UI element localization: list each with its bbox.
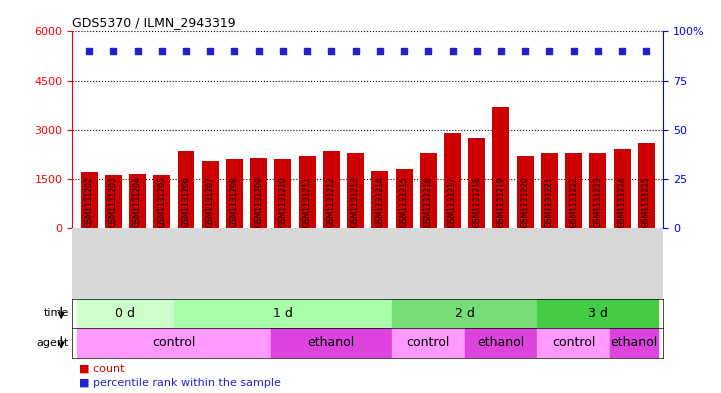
Point (616, 48, 628, 54)
Point (350, 48, 361, 54)
Text: ethanol: ethanol (611, 336, 658, 349)
Bar (565, 153, 582, 228)
Point (544, 48, 555, 54)
Bar (81, 172, 97, 228)
Bar (396, 169, 412, 228)
Point (205, 48, 216, 54)
Bar (444, 133, 461, 228)
Bar (77, 328, 271, 358)
Text: 3 d: 3 d (588, 307, 608, 320)
Point (277, 48, 288, 54)
Point (568, 48, 580, 54)
Bar (392, 299, 537, 328)
Bar (371, 171, 389, 228)
Text: 2 d: 2 d (455, 307, 474, 320)
Bar (202, 161, 218, 228)
Bar (154, 175, 170, 228)
Bar (492, 107, 510, 228)
Text: control: control (552, 336, 596, 349)
Bar (275, 159, 291, 228)
Bar (537, 328, 610, 358)
Point (374, 48, 386, 54)
Bar (464, 328, 537, 358)
Point (253, 48, 265, 54)
Bar (105, 174, 122, 228)
Text: GDS5370 / ILMN_2943319: GDS5370 / ILMN_2943319 (72, 16, 236, 29)
Text: control: control (407, 336, 450, 349)
Point (423, 48, 434, 54)
Text: 0 d: 0 d (115, 307, 136, 320)
Point (132, 48, 143, 54)
Bar (250, 158, 267, 228)
Bar (174, 299, 392, 328)
Point (640, 48, 652, 54)
Point (301, 48, 313, 54)
Point (447, 48, 459, 54)
Bar (590, 152, 606, 228)
Bar (77, 299, 174, 328)
Point (84, 48, 95, 54)
Bar (323, 151, 340, 228)
Point (471, 48, 482, 54)
Point (156, 48, 167, 54)
Bar (177, 151, 195, 228)
Bar (347, 152, 364, 228)
Point (592, 48, 603, 54)
Text: control: control (152, 336, 195, 349)
Bar (298, 156, 316, 228)
Point (398, 48, 410, 54)
Bar (614, 149, 631, 228)
Bar (129, 174, 146, 228)
Point (229, 48, 240, 54)
Point (107, 48, 119, 54)
Point (519, 48, 531, 54)
Bar (610, 328, 658, 358)
Text: 1 d: 1 d (273, 307, 293, 320)
Bar (537, 299, 658, 328)
Text: agent: agent (36, 338, 68, 348)
Bar (541, 152, 558, 228)
Bar (226, 159, 243, 228)
Text: ■ percentile rank within the sample: ■ percentile rank within the sample (79, 378, 281, 388)
Text: time: time (43, 309, 68, 318)
Bar (420, 152, 437, 228)
Text: ethanol: ethanol (308, 336, 355, 349)
Point (495, 48, 507, 54)
Bar (271, 328, 392, 358)
Text: ■ count: ■ count (79, 364, 125, 373)
Bar (392, 328, 464, 358)
Point (180, 48, 192, 54)
Bar (638, 143, 655, 228)
Bar (468, 138, 485, 228)
Bar (517, 156, 534, 228)
Text: ethanol: ethanol (477, 336, 525, 349)
Point (326, 48, 337, 54)
